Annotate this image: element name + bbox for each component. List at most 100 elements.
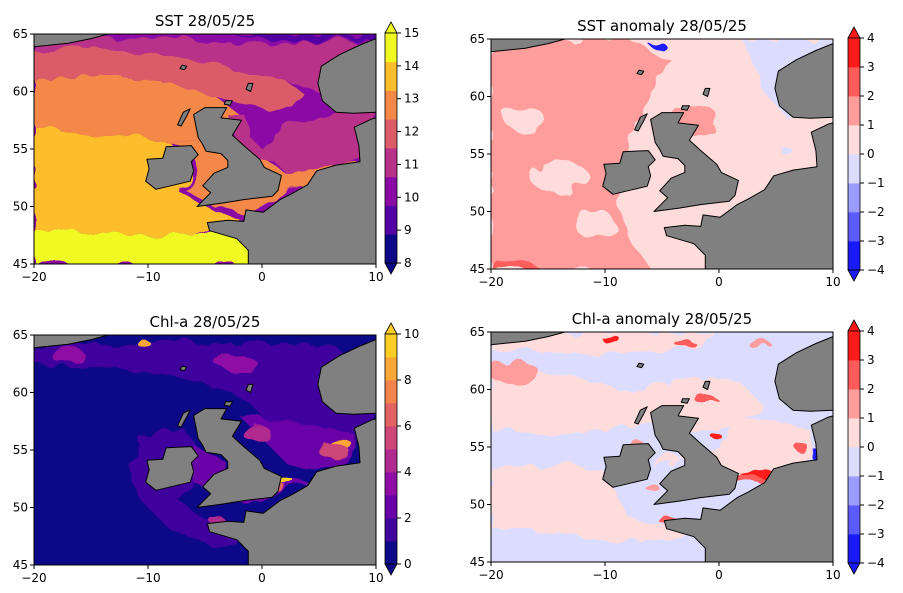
sst-colorbar-tick-label: 13: [404, 92, 419, 106]
chl-anomaly-colorbar-step-2: [848, 476, 860, 506]
chl-anomaly-patch-9: [711, 431, 721, 440]
chl-colorbar-step-4: [385, 449, 397, 473]
chl-anomaly-panel: Chl-a anomaly 28/05/25 −20 −10 0 10 45 50 55 60 6…: [470, 310, 841, 582]
sst-contour-4: [227, 34, 376, 43]
chl-anomaly-colorbar-step-7: [848, 331, 860, 361]
greenland-land: [34, 335, 109, 349]
sst-anomaly-colorbar-step-1: [848, 212, 860, 242]
sst-ytick-label: 55: [13, 142, 28, 156]
sst-anomaly-patch-8: [573, 209, 615, 237]
sst-ytick-label: 60: [13, 85, 28, 99]
chl-anomaly-colorbar-step-3: [848, 447, 860, 477]
faroe-land: [636, 362, 645, 369]
chl-colorbar-tick-label: 2: [404, 511, 412, 525]
sst-anomaly-xtick-label: 0: [715, 275, 723, 289]
chl-colorbar: 0 2 4 6 8 10: [384, 322, 419, 576]
chl-anomaly-field: [491, 332, 833, 562]
chl-colorbar-step-9: [385, 334, 397, 358]
sst-anomaly-patch-7: [504, 108, 546, 131]
chl-anomaly-patch-12: [794, 442, 808, 452]
sst-colorbar-tick-label: 10: [404, 190, 419, 204]
sst-colorbar-tick-label: 9: [404, 223, 412, 237]
chl-patch-6: [135, 339, 150, 345]
orkney-land: [223, 100, 233, 106]
sst-anomaly-colorbar-step-0: [848, 241, 860, 271]
chl-anomaly-colorbar-extend-max: [847, 319, 861, 332]
sst-ytick-label: 45: [13, 257, 28, 271]
sst-colorbar: 8 9 10 11 12 13 14 15: [384, 21, 419, 275]
sst-anomaly-patch-6: [530, 159, 588, 195]
chl-anomaly-colorbar-tick-label: 2: [867, 382, 875, 396]
sst-contour-7: [34, 223, 249, 264]
chl-colorbar-step-0: [385, 541, 397, 565]
sst-xtick-label: 0: [258, 270, 266, 284]
orkney-land: [680, 105, 690, 111]
chl-colorbar-step-7: [385, 380, 397, 404]
chl-xtick-label: −10: [135, 571, 160, 585]
hebrides-land: [177, 108, 191, 127]
britain-land: [193, 107, 282, 207]
sst-panel: SST 28/05/25 −20 −10 0 10 45 50 55 60 65: [13, 12, 384, 284]
chl-patch-8: [316, 444, 349, 456]
sst-anomaly-colorbar-tick-label: −3: [867, 234, 885, 248]
chl-colorbar-tick-label: 6: [404, 419, 412, 433]
sst-anomaly-colorbar-tick-label: −4: [867, 263, 885, 277]
europe-land: [663, 332, 833, 562]
chl-colorbar-step-1: [385, 518, 397, 542]
faroe-land: [636, 69, 645, 76]
chl-ytick-label: 65: [13, 328, 28, 342]
chl-contour-2: [239, 415, 359, 471]
chl-colorbar-step-2: [385, 495, 397, 519]
chl-anomaly-land: [491, 332, 833, 562]
sst-anomaly-colorbar-tick-label: 0: [867, 147, 875, 161]
sst-anomaly-land: [491, 39, 833, 269]
hebrides-land: [634, 406, 648, 425]
ireland-land: [602, 150, 656, 195]
chl-anomaly-contour-1: [491, 332, 719, 355]
orkney-land: [680, 398, 690, 404]
chl-anomaly-colorbar-step-4: [848, 418, 860, 448]
chl-anomaly-patch-6: [672, 337, 693, 346]
sst-anomaly-colorbar-step-5: [848, 96, 860, 126]
chl-anomaly-patch-15: [646, 484, 660, 492]
sst-anomaly-colorbar-tick-label: −1: [867, 176, 885, 190]
sst-anomaly-xtick-label: −10: [592, 275, 617, 289]
chl-colorbar-step-3: [385, 472, 397, 496]
sst-colorbar-step-4: [385, 119, 397, 149]
ireland-land: [602, 443, 656, 488]
chl-colorbar-frame: [384, 333, 398, 565]
chl-anomaly-xtick-label: 0: [715, 568, 723, 582]
chl-ytick-label: 50: [13, 501, 28, 515]
sst-colorbar-step-2: [385, 176, 397, 206]
chl-colorbar-tick-label: 4: [404, 465, 412, 479]
chl-anomaly-colorbar-tick-label: −2: [867, 498, 885, 512]
sst-anomaly-field: [491, 39, 833, 269]
britain-land: [193, 408, 282, 508]
chl-anomaly-contour-3: [491, 464, 697, 545]
chl-anomaly-colorbar-step-6: [848, 360, 860, 390]
chl-anomaly-colorbar-tick-label: 3: [867, 353, 875, 367]
sst-colorbar-step-0: [385, 234, 397, 264]
europe-land: [663, 39, 833, 269]
sst-colorbar-tick-label: 8: [404, 256, 412, 270]
sst-land: [34, 34, 376, 264]
sst-ytick-label: 50: [13, 200, 28, 214]
chl-anomaly-patch-11: [731, 475, 766, 484]
sst-anomaly-panel: SST anomaly 28/05/25 −20 −10 0 10 45 50 55 60 65: [470, 17, 841, 289]
sst-anomaly-colorbar-step-7: [848, 38, 860, 68]
chl-anomaly-colorbar-tick-label: −4: [867, 556, 885, 570]
shetland-land: [702, 380, 711, 390]
chl-colorbar-extend-max: [384, 322, 398, 335]
sst-anomaly-ytick-label: 60: [470, 90, 485, 104]
chl-anomaly-colorbar: −4 −3 −2 −1 0 1 2 3 4: [847, 319, 885, 575]
sst-anomaly-patch-2: [491, 260, 537, 269]
sst-anomaly-title: SST anomaly 28/05/25: [577, 17, 747, 35]
chl-anomaly-patch-4: [491, 360, 539, 384]
chl-colorbar-step-5: [385, 426, 397, 450]
sst-colorbar-step-5: [385, 90, 397, 120]
sst-colorbar-step-6: [385, 61, 397, 91]
sst-anomaly-xtick-label: 10: [825, 275, 840, 289]
sst-anomaly-ytick-label: 50: [470, 205, 485, 219]
sst-contour-5: [34, 126, 240, 236]
